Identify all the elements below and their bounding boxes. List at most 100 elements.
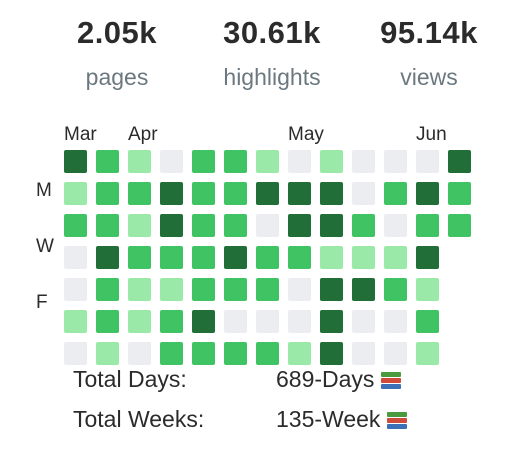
heatmap-cell xyxy=(224,278,247,301)
heatmap-cell xyxy=(416,150,439,173)
heatmap-cell xyxy=(352,278,375,301)
heatmap-cell xyxy=(160,310,183,333)
total-weeks-label: Total Weeks: xyxy=(73,406,205,432)
heatmap-cell xyxy=(224,214,247,237)
month-label: Apr xyxy=(128,124,158,145)
heatmap-cell xyxy=(96,150,119,173)
activity-heatmap: Mar Apr May Jun M W F xyxy=(0,118,524,365)
heatmap-cell xyxy=(160,278,183,301)
heatmap-cell xyxy=(192,150,215,173)
heatmap-cell xyxy=(352,310,375,333)
heatmap-cell xyxy=(384,310,407,333)
day-label: W xyxy=(36,236,54,257)
heatmap-cell xyxy=(256,182,279,205)
day-label: F xyxy=(36,292,48,313)
stat-value: 95.14k xyxy=(380,15,478,50)
stat-views: 95.14k views xyxy=(366,15,492,91)
month-label: May xyxy=(288,124,324,145)
heatmap-cell xyxy=(256,342,279,365)
heatmap-cell xyxy=(288,310,311,333)
heatmap-cell xyxy=(224,246,247,269)
heatmap-cell xyxy=(416,342,439,365)
heatmap-cell xyxy=(416,278,439,301)
heatmap-cell xyxy=(96,310,119,333)
heatmap-cell xyxy=(192,214,215,237)
books-icon xyxy=(386,410,408,432)
heatmap-cell xyxy=(128,278,151,301)
total-weeks-value-wrap: 135-Week xyxy=(276,406,408,433)
stat-label: views xyxy=(400,64,458,90)
heatmap-cell xyxy=(160,182,183,205)
heatmap-cell xyxy=(96,278,119,301)
heatmap-cell xyxy=(64,214,87,237)
heatmap-cell xyxy=(288,246,311,269)
heatmap-cell xyxy=(96,214,119,237)
heatmap-cell xyxy=(352,214,375,237)
heatmap-cell xyxy=(128,150,151,173)
heatmap-cell xyxy=(192,342,215,365)
stat-value: 2.05k xyxy=(76,15,158,50)
heatmap-cell xyxy=(192,278,215,301)
heatmap-cell xyxy=(64,246,87,269)
heatmap-cell xyxy=(416,214,439,237)
heatmap-cell xyxy=(384,150,407,173)
heatmap-cell xyxy=(320,150,343,173)
heatmap-cell xyxy=(288,150,311,173)
heatmap-cell xyxy=(352,182,375,205)
total-days-value-wrap: 689-Days xyxy=(276,366,402,393)
stat-value: 30.61k xyxy=(223,15,321,50)
heatmap-cell xyxy=(64,150,87,173)
heatmap-cell xyxy=(224,182,247,205)
month-label: Jun xyxy=(416,124,447,145)
stat-label: pages xyxy=(85,64,149,90)
heatmap-cell xyxy=(256,150,279,173)
total-days-value: 689-Days xyxy=(276,366,375,392)
stats-summary: 2.05k pages 30.61k highlights 95.14k vie… xyxy=(0,0,524,100)
heatmap-cell xyxy=(128,342,151,365)
heatmap-cell xyxy=(320,182,343,205)
heatmap-cell xyxy=(384,342,407,365)
heatmap-cell xyxy=(288,278,311,301)
heatmap-cell xyxy=(448,182,471,205)
day-label: M xyxy=(36,180,52,201)
heatmap-cell xyxy=(128,246,151,269)
heatmap-cell xyxy=(192,310,215,333)
heatmap-cell xyxy=(128,310,151,333)
heatmap-cell xyxy=(416,310,439,333)
total-weeks-value: 135-Week xyxy=(276,406,381,432)
heatmap-cell xyxy=(384,246,407,269)
heatmap-cell xyxy=(384,214,407,237)
heatmap-cell xyxy=(320,214,343,237)
heatmap-cell xyxy=(320,246,343,269)
heatmap-cell xyxy=(64,278,87,301)
heatmap-cell xyxy=(224,342,247,365)
heatmap-cell xyxy=(64,310,87,333)
heatmap-cell xyxy=(416,246,439,269)
heatmap-cell xyxy=(288,214,311,237)
heatmap-cell xyxy=(256,214,279,237)
month-label: Mar xyxy=(64,124,97,145)
heatmap-cell xyxy=(352,150,375,173)
heatmap-cell xyxy=(224,150,247,173)
heatmap-cell xyxy=(384,182,407,205)
heatmap-cell xyxy=(64,342,87,365)
stat-pages: 2.05k pages xyxy=(62,15,172,91)
heatmap-cell xyxy=(384,278,407,301)
heatmap-cell xyxy=(352,246,375,269)
heatmap-cell xyxy=(416,182,439,205)
heatmap-cell xyxy=(96,246,119,269)
heatmap-cell xyxy=(96,342,119,365)
heatmap-cell xyxy=(288,342,311,365)
heatmap-cell xyxy=(256,246,279,269)
total-days-label: Total Days: xyxy=(73,366,187,392)
heatmap-cell xyxy=(288,182,311,205)
heatmap-cell xyxy=(96,182,119,205)
heatmap-cell xyxy=(448,214,471,237)
heatmap-cell xyxy=(64,182,87,205)
heatmap-cell xyxy=(128,182,151,205)
heatmap-cell xyxy=(160,150,183,173)
heatmap-cell xyxy=(160,246,183,269)
heatmap-cell xyxy=(320,278,343,301)
total-weeks-row: Total Weeks: 135-Week xyxy=(73,406,493,436)
heatmap-cell xyxy=(160,214,183,237)
